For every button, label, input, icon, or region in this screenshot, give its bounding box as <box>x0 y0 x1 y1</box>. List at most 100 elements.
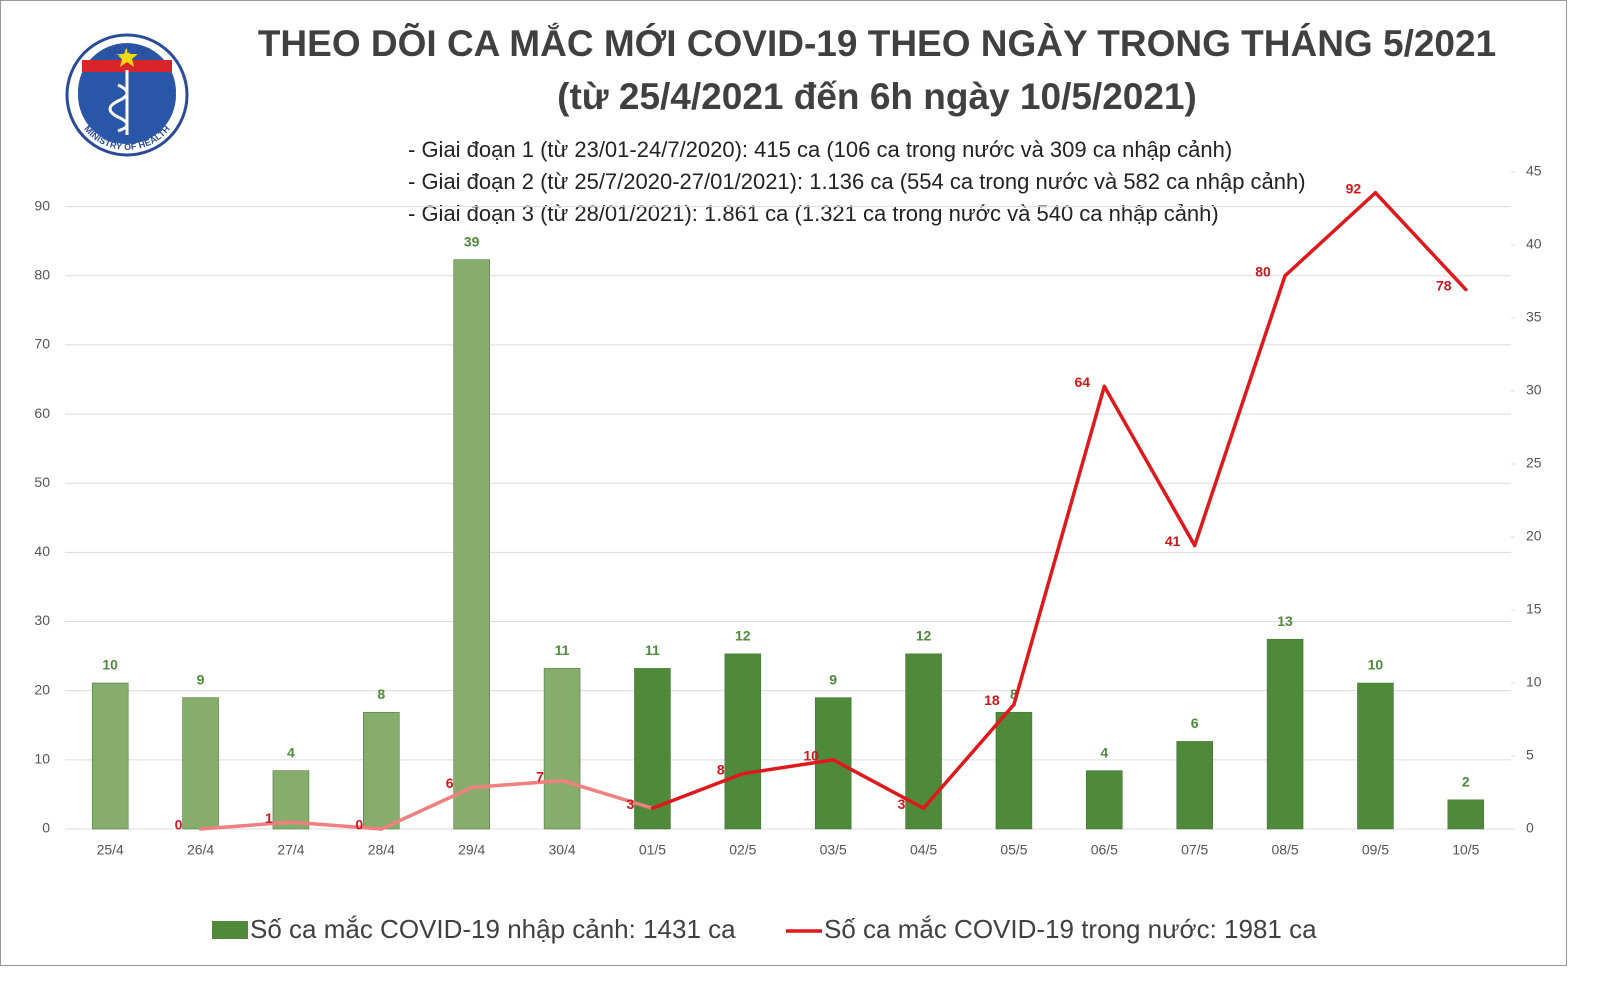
bar-label: 13 <box>1277 613 1293 629</box>
y-tick-label: 80 <box>34 266 50 282</box>
x-tick-label: 27/4 <box>277 842 304 858</box>
y2-tick-label: 20 <box>1526 528 1542 544</box>
legend-label: Số ca mắc COVID-19 trong nước: 1981 ca <box>824 914 1317 944</box>
y-tick-label: 30 <box>34 612 50 628</box>
y-tick-label: 70 <box>34 336 50 352</box>
y2-tick-label: 0 <box>1526 820 1534 836</box>
bar-label: 10 <box>1368 657 1384 673</box>
line-label: 64 <box>1075 374 1091 390</box>
bar <box>1086 770 1123 830</box>
y-tick-label: 20 <box>34 681 50 697</box>
line-label: 3 <box>627 796 635 812</box>
y-tick-label: 0 <box>42 820 50 836</box>
bar-label: 12 <box>735 628 751 644</box>
bar <box>453 259 490 830</box>
y-tick-label: 90 <box>34 197 50 213</box>
annotation: - Giai đoạn 3 (từ 28/01/2021): 1.861 ca … <box>408 201 1219 226</box>
x-tick-label: 05/5 <box>1000 842 1027 858</box>
line-segment <box>1192 273 1287 548</box>
line-segment <box>831 758 926 811</box>
line-label: 1 <box>265 810 273 826</box>
bar-label: 11 <box>555 642 570 658</box>
line-label: 18 <box>984 692 1000 708</box>
y2-tick-label: 5 <box>1526 747 1534 763</box>
line-label: 92 <box>1346 180 1362 196</box>
bar <box>1357 682 1394 830</box>
x-tick-label: 07/5 <box>1181 842 1208 858</box>
chart-subtitle: (từ 25/4/2021 đến 6h ngày 10/5/2021) <box>557 76 1197 117</box>
bar <box>363 711 400 830</box>
y2-tick-label: 30 <box>1526 382 1542 398</box>
bar-label: 6 <box>1191 715 1199 731</box>
bar <box>995 711 1033 830</box>
y-tick-label: 10 <box>34 751 50 767</box>
x-tick-label: 28/4 <box>368 842 395 858</box>
bar <box>1176 741 1213 830</box>
x-tick-label: 08/5 <box>1271 842 1298 858</box>
line-segment <box>921 702 1016 811</box>
y2-tick-label: 15 <box>1526 601 1542 617</box>
line-label: 3 <box>898 796 906 812</box>
logo: BỘ Y TẾ MINISTRY OF HEALTH <box>65 33 189 157</box>
x-tick-label: 03/5 <box>820 842 847 858</box>
line-segment <box>1012 384 1107 707</box>
line-label: 6 <box>446 775 454 791</box>
x-tick-label: 10/5 <box>1452 842 1479 858</box>
line-segment <box>289 820 384 831</box>
y-tick-label: 40 <box>34 543 50 559</box>
x-tick-label: 04/5 <box>910 842 937 858</box>
line-label: 7 <box>536 768 544 784</box>
bar <box>1447 799 1485 830</box>
line-segment <box>741 758 835 776</box>
line-segment <box>650 771 745 811</box>
line-segment <box>469 778 564 790</box>
bar-label: 12 <box>916 628 932 644</box>
x-tick-label: 01/5 <box>639 842 666 858</box>
chart-title: THEO DÕI CA MẮC MỚI COVID-19 THEO NGÀY T… <box>258 22 1496 64</box>
bar-label: 4 <box>1100 744 1108 760</box>
bar <box>91 682 129 830</box>
line-label: 78 <box>1436 277 1452 293</box>
line-label: 10 <box>803 748 819 764</box>
y-tick-label: 50 <box>34 474 50 490</box>
bar-label: 8 <box>1010 686 1018 702</box>
line-label: 8 <box>717 761 725 777</box>
line-label: 41 <box>1165 533 1181 549</box>
logo-top: BỘ Y TẾ <box>104 43 151 60</box>
bar <box>182 697 219 830</box>
x-tick-label: 02/5 <box>729 842 756 858</box>
y2-tick-label: 45 <box>1526 163 1542 179</box>
bar-label: 9 <box>829 671 837 687</box>
y2-tick-label: 40 <box>1526 236 1542 252</box>
line-segment <box>560 778 655 811</box>
line-segment <box>1373 190 1468 292</box>
bar <box>905 653 942 830</box>
bar-label: 11 <box>645 642 660 658</box>
x-tick-label: 06/5 <box>1091 842 1118 858</box>
bar <box>543 668 581 830</box>
bar-label: 2 <box>1462 774 1470 790</box>
bar <box>724 653 762 830</box>
x-tick-label: 30/4 <box>548 842 575 858</box>
bar-label: 9 <box>197 671 205 687</box>
bar <box>272 770 310 830</box>
bar-label: 4 <box>287 744 295 760</box>
annotation: - Giai đoạn 2 (từ 25/7/2020-27/01/2021):… <box>408 169 1306 194</box>
x-tick-label: 29/4 <box>458 842 485 858</box>
x-tick-label: 25/4 <box>97 842 124 858</box>
line-label: 80 <box>1255 263 1271 279</box>
y2-tick-label: 10 <box>1526 674 1542 690</box>
y2-tick-label: 35 <box>1526 309 1542 325</box>
line-segment <box>1102 384 1197 548</box>
line-label: 0 <box>175 817 183 833</box>
bar-label: 8 <box>377 686 385 702</box>
legend-swatch <box>212 921 248 939</box>
y2-tick-label: 25 <box>1526 455 1542 471</box>
bar <box>1266 638 1304 830</box>
legend-label: Số ca mắc COVID-19 nhập cảnh: 1431 ca <box>250 914 736 944</box>
line-segment <box>379 785 474 831</box>
x-tick-label: 09/5 <box>1362 842 1389 858</box>
y-tick-label: 60 <box>34 405 50 421</box>
